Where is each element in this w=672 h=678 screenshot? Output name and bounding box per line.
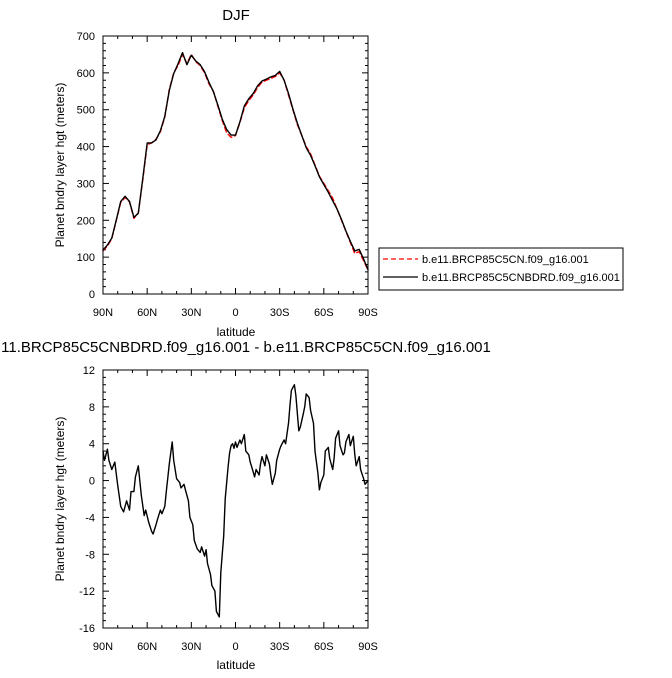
top-chart-x-tick-labels: 90N 60N 30N 0 30S 60S 90S (93, 307, 378, 319)
bottom-chart-ytick-label: -16 (79, 623, 95, 635)
legend: b.e11.BRCP85C5CN.f09_g16.001 b.e11.BRCP8… (378, 247, 624, 291)
top-chart-series (102, 51, 369, 271)
bottom-chart-xtick-label: 90N (93, 641, 113, 653)
legend-label-series-2: b.e11.BRCP85C5CNBDRD.f09_g16.001 (422, 272, 620, 284)
bottom-chart-series (102, 384, 369, 618)
top-chart-x-axis-label: latitude (217, 325, 256, 339)
top-chart-tick-marks (102, 35, 369, 295)
top-chart-xtick-label: 60S (314, 307, 334, 319)
top-chart: DJF 0 100 200 300 400 500 600 700 90N 60N 30N 0 30S… (53, 7, 378, 339)
top-chart-y-axis-label: Planet bndry layer hgt (meters) (53, 83, 67, 248)
top-chart-series-line-1 (102, 53, 369, 271)
top-chart-xtick-label: 90S (358, 307, 378, 319)
bottom-chart: 11.BRCP85C5CNBDRD.f09_g16.001 - b.e11.BR… (1, 339, 491, 672)
bottom-chart-xtick-label: 30N (181, 641, 201, 653)
legend-label-series-1: b.e11.BRCP85C5CN.f09_g16.001 (422, 254, 589, 266)
top-chart-frame (102, 35, 369, 295)
bottom-chart-ytick-label: -4 (85, 512, 95, 524)
top-chart-ytick-label: 700 (77, 31, 95, 43)
top-chart-ytick-label: 500 (77, 105, 95, 117)
top-chart-ytick-label: 600 (77, 68, 95, 80)
bottom-chart-x-axis-label: latitude (217, 658, 256, 672)
bottom-chart-xtick-label: 60S (314, 641, 334, 653)
bottom-chart-xtick-label: 0 (232, 641, 238, 653)
bottom-chart-ytick-label: 12 (83, 365, 95, 377)
bottom-chart-y-tick-labels: -16 -12 -8 -4 0 4 8 12 (79, 365, 95, 635)
top-chart-ytick-label: 100 (77, 252, 95, 264)
top-chart-ytick-label: 200 (77, 215, 95, 227)
top-chart-series-line-2 (102, 51, 369, 271)
bottom-chart-title: 11.BRCP85C5CNBDRD.f09_g16.001 - b.e11.BR… (1, 339, 491, 356)
bottom-chart-ytick-label: 8 (89, 402, 95, 414)
bottom-chart-ytick-label: -8 (85, 549, 95, 561)
bottom-chart-ytick-label: 4 (89, 439, 95, 451)
top-chart-xtick-label: 60N (137, 307, 157, 319)
top-chart-xtick-label: 0 (232, 307, 238, 319)
top-chart-ytick-label: 400 (77, 142, 95, 154)
bottom-chart-xtick-label: 60N (137, 641, 157, 653)
top-chart-xtick-label: 30N (181, 307, 201, 319)
bottom-chart-xtick-label: 30S (270, 641, 290, 653)
top-chart-xtick-label: 90N (93, 307, 113, 319)
bottom-chart-frame (102, 369, 369, 629)
top-chart-xtick-label: 30S (270, 307, 290, 319)
bottom-chart-x-tick-labels: 90N 60N 30N 0 30S 60S 90S (93, 641, 378, 653)
bottom-chart-ytick-label: 0 (89, 476, 95, 488)
bottom-chart-tick-marks (102, 369, 369, 629)
bottom-chart-xtick-label: 90S (358, 641, 378, 653)
bottom-chart-ytick-label: -12 (79, 586, 95, 598)
top-chart-ytick-label: 0 (89, 289, 95, 301)
top-chart-y-tick-labels: 0 100 200 300 400 500 600 700 (77, 31, 95, 301)
top-chart-title: DJF (222, 7, 250, 24)
bottom-chart-y-axis-label: Planet bndry layer hgt (meters) (53, 417, 67, 582)
legend-box (378, 247, 624, 291)
top-chart-ytick-label: 300 (77, 178, 95, 190)
bottom-chart-series-line-1 (102, 384, 369, 618)
